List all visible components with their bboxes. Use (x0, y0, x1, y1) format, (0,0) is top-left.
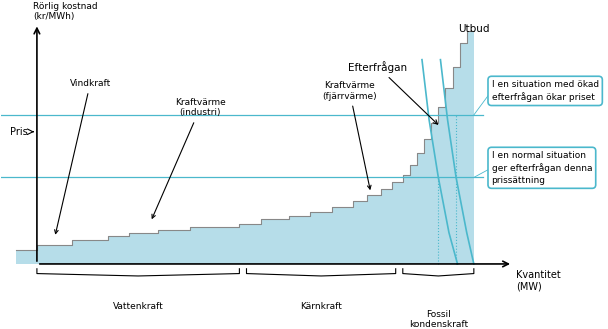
Text: Efterfrågan: Efterfrågan (348, 61, 438, 124)
Text: Pris: Pris (10, 127, 28, 137)
Text: Kraftvärme
(industri): Kraftvärme (industri) (152, 98, 226, 218)
Text: Vindkraft: Vindkraft (55, 79, 111, 234)
Text: Vattenkraft: Vattenkraft (112, 302, 164, 312)
Text: Fossil
kondenskraft: Fossil kondenskraft (409, 310, 468, 329)
Text: Kvantitet
(MW): Kvantitet (MW) (516, 270, 561, 291)
Text: Kraftvärme
(fjärrvärme): Kraftvärme (fjärrvärme) (322, 81, 377, 189)
Text: Utbud: Utbud (458, 24, 489, 34)
Text: I en situation med ökad
efterfrågan ökar priset: I en situation med ökad efterfrågan ökar… (492, 80, 599, 102)
Text: Kärnkraft: Kärnkraft (300, 302, 342, 312)
Text: Rörlig kostnad
(kr/MWh): Rörlig kostnad (kr/MWh) (33, 2, 98, 21)
Text: I en normal situation
ger efterfrågan denna
prissättning: I en normal situation ger efterfrågan de… (492, 151, 592, 185)
